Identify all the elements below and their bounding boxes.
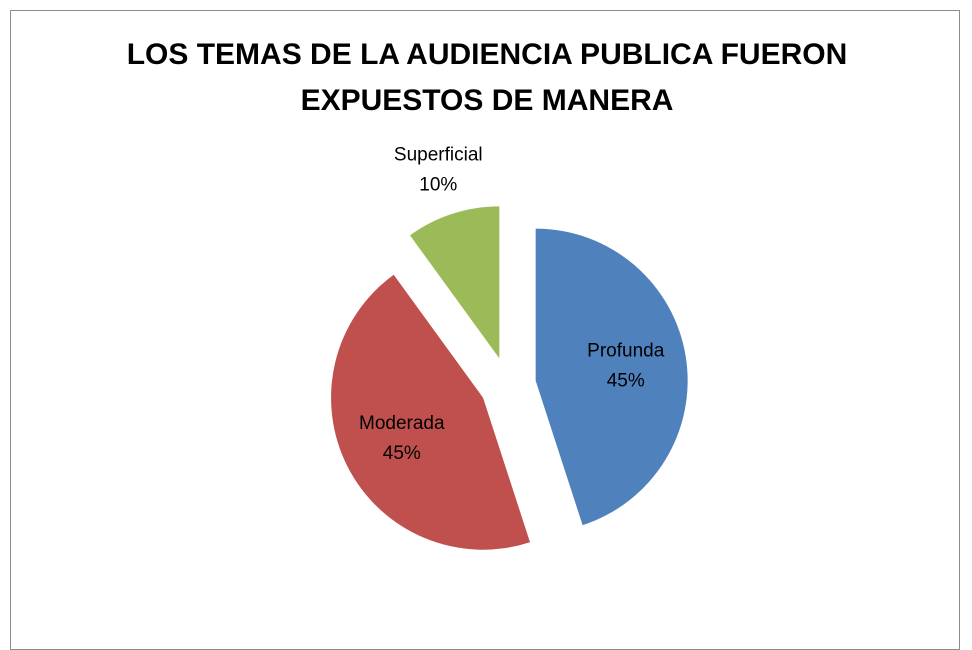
pie-slice <box>331 274 531 550</box>
pie-slice <box>410 206 500 359</box>
slice-label: Superficial <box>394 144 483 165</box>
slice-value-label: 45% <box>607 370 645 391</box>
pie-slice <box>535 228 688 526</box>
slice-value-label: 10% <box>419 174 457 195</box>
slice-label: Moderada <box>359 413 445 434</box>
slice-label: Profunda <box>587 340 665 361</box>
chart-title: LOS TEMAS DE LA AUDIENCIA PUBLICA FUERON… <box>126 38 848 117</box>
slice-value-label: 45% <box>383 443 421 464</box>
